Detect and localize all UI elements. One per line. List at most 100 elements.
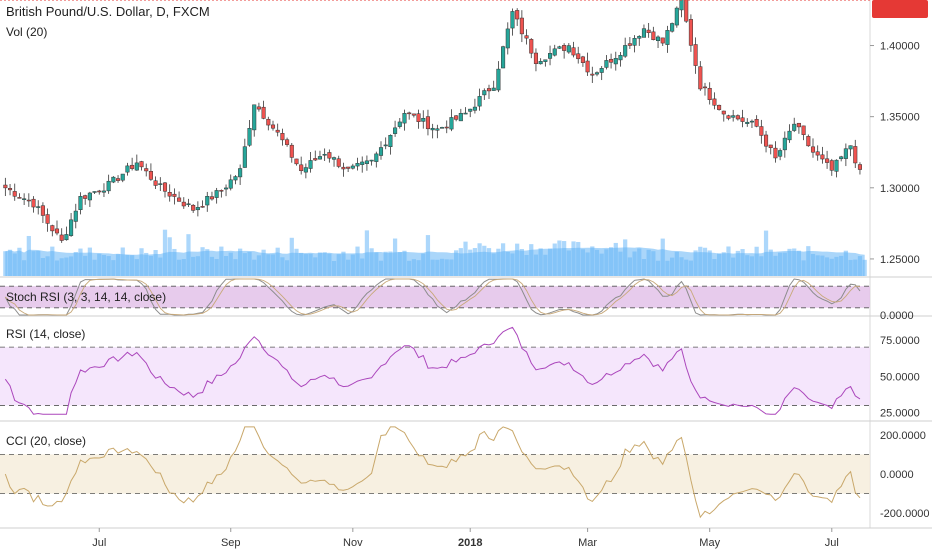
candle-body — [87, 192, 92, 201]
candle-body — [585, 60, 590, 73]
rsi-panel: 75.0000 50.0000 25.0000 — [0, 326, 920, 420]
candle-body — [233, 176, 238, 181]
rsi-tick-label: 75.0000 — [880, 335, 920, 347]
candle-body — [548, 53, 553, 59]
cci-band — [0, 454, 870, 494]
candle-body — [162, 182, 168, 192]
candle-body — [134, 162, 139, 171]
candle-body — [468, 108, 473, 112]
volume-label: Vol (20) — [6, 25, 48, 39]
candle-body — [731, 115, 736, 118]
candle-body — [590, 73, 595, 76]
candle-body — [449, 117, 454, 130]
candle-body — [632, 38, 637, 46]
candle-body — [656, 36, 661, 41]
candle-body — [285, 139, 290, 145]
candle-body — [111, 176, 116, 183]
candle-body — [120, 173, 125, 181]
candle-body — [754, 119, 759, 127]
cci-tick-label: -200.0000 — [880, 508, 930, 520]
candle-body — [768, 144, 773, 149]
candle-body — [181, 201, 186, 207]
candle-body — [712, 98, 717, 106]
candle-body — [702, 86, 708, 89]
candle-body — [571, 47, 576, 56]
rsi-band — [0, 347, 870, 406]
candle-body — [228, 179, 233, 189]
candle-body — [130, 164, 135, 169]
candle-body — [191, 204, 196, 211]
candle-body — [416, 113, 421, 122]
candle-body — [40, 205, 45, 216]
candle-body — [557, 46, 562, 49]
candle-body — [717, 104, 722, 110]
candle-body — [200, 206, 205, 208]
candle-body — [562, 45, 567, 51]
candle-body — [64, 234, 69, 241]
price-tick-label: 1.25000 — [880, 254, 920, 266]
candle-body — [674, 7, 679, 26]
candle-body — [782, 137, 787, 151]
time-tick-label: Nov — [343, 537, 363, 549]
rsi-label: RSI (14, close) — [6, 327, 86, 341]
stoch-rsi-tick-label: 0.0000 — [880, 310, 914, 322]
candle-body — [792, 123, 797, 131]
candle-body — [73, 210, 78, 222]
candle-body — [106, 180, 111, 192]
candle-body — [815, 151, 820, 156]
candle-body — [773, 147, 778, 159]
candle-body — [857, 164, 862, 170]
candle-body — [604, 60, 609, 68]
candle-body — [139, 161, 144, 168]
candle-body — [679, 0, 684, 11]
candle-body — [623, 45, 628, 57]
candle-body — [477, 96, 482, 107]
candle-body — [594, 72, 600, 75]
last-price-badge — [872, 0, 928, 18]
time-tick-label: Sep — [221, 537, 241, 549]
candle-body — [402, 113, 407, 124]
candle-body — [529, 39, 534, 54]
candle-body — [388, 134, 393, 148]
candle-body — [303, 167, 308, 173]
rsi-line — [4, 326, 861, 415]
candle-body — [515, 10, 520, 20]
candle-body — [92, 191, 97, 193]
candle-body — [116, 178, 121, 181]
candle-body — [825, 158, 830, 163]
candle-body — [186, 203, 191, 206]
candle-body — [148, 171, 153, 180]
candle-body — [378, 147, 384, 156]
candle-body — [745, 121, 750, 124]
candle-body — [346, 166, 351, 169]
candle-body — [637, 36, 642, 39]
candle-body — [97, 190, 102, 193]
candle-body — [726, 115, 731, 119]
cci-label: CCI (20, close) — [6, 434, 87, 448]
candle-body — [12, 191, 17, 197]
candle-body — [533, 52, 538, 64]
time-tick-label: Mar — [578, 537, 597, 549]
candle-body — [397, 121, 402, 127]
candle-body — [454, 115, 459, 120]
candle-body — [336, 158, 341, 167]
candle-body — [54, 228, 60, 234]
candle-body — [299, 164, 304, 172]
candle-body — [721, 110, 726, 115]
cci-line — [4, 426, 861, 519]
candle-body — [609, 58, 614, 63]
candle-body — [364, 160, 369, 164]
candle-body — [552, 48, 557, 56]
candle-body — [660, 37, 665, 44]
candle-body — [806, 136, 811, 147]
candle-body — [430, 127, 435, 131]
candle-body — [322, 153, 327, 156]
candle-body — [317, 156, 322, 160]
cci-tick-label: 0.0000 — [880, 469, 914, 481]
candle-body — [576, 53, 581, 60]
candle-body — [749, 120, 754, 123]
candle-body — [289, 144, 294, 158]
candle-body — [125, 165, 130, 173]
